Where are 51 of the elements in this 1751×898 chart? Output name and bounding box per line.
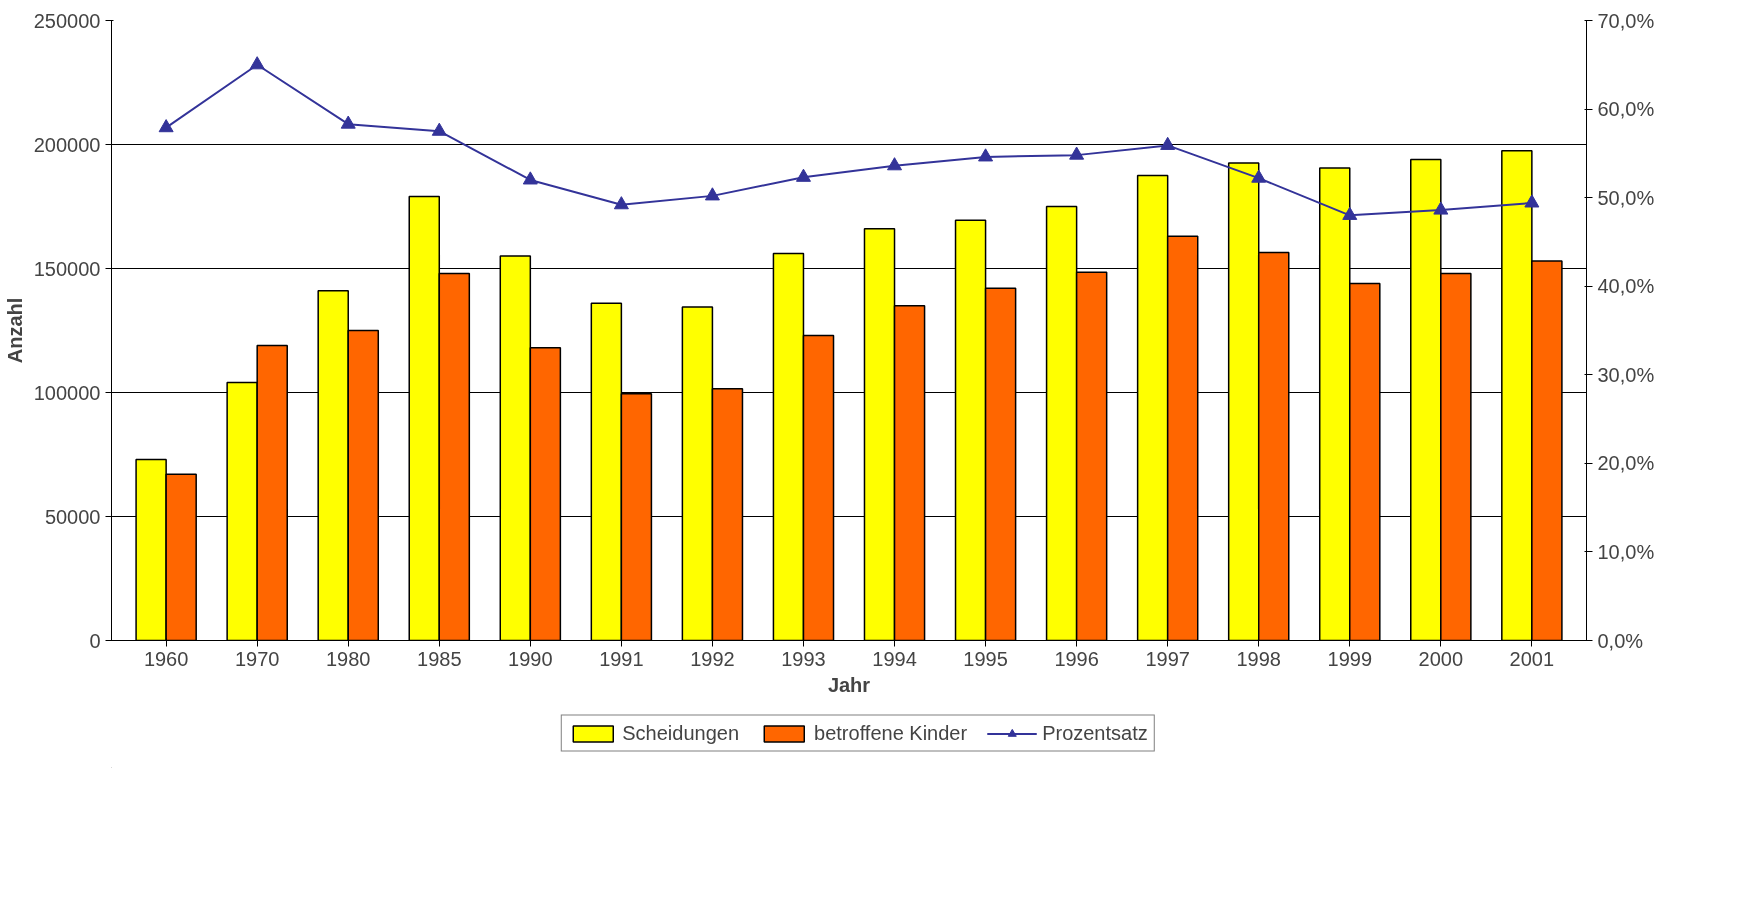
y-tick-label: 150000 bbox=[33, 257, 101, 280]
x-tick-label: 1992 bbox=[690, 647, 735, 670]
x-tick-label: 1993 bbox=[781, 647, 826, 670]
x-tick-label: 1960 bbox=[143, 647, 189, 670]
x-tick-label: 1995 bbox=[963, 647, 1008, 670]
point bbox=[158, 119, 174, 133]
x-tick-label: 2000 bbox=[1418, 647, 1464, 670]
y-tick-label: 0 bbox=[89, 629, 101, 652]
point bbox=[522, 171, 538, 185]
point bbox=[249, 56, 265, 70]
x-tick-label: 1998 bbox=[1236, 647, 1281, 670]
y-tick-label: 50000 bbox=[44, 505, 101, 528]
point bbox=[340, 115, 356, 129]
x-tick-label: 1985 bbox=[417, 647, 462, 670]
y2-tick-label: 70,0% bbox=[1597, 9, 1655, 32]
point bbox=[1342, 206, 1358, 220]
x-tick-label: 1999 bbox=[1327, 647, 1373, 670]
x-tick-label: 1997 bbox=[1145, 647, 1190, 670]
point bbox=[1251, 169, 1267, 183]
point bbox=[431, 122, 447, 136]
y2-tick-label: 20,0% bbox=[1597, 452, 1655, 475]
x-tick-label: 1996 bbox=[1054, 647, 1099, 670]
point bbox=[1524, 194, 1540, 208]
legend-label: Prozentsatz bbox=[1042, 721, 1148, 745]
point bbox=[978, 148, 994, 162]
x-tick-label: 1991 bbox=[599, 647, 644, 670]
point bbox=[887, 157, 903, 171]
y2-tick-label: 40,0% bbox=[1597, 275, 1655, 298]
x-axis-title: Jahr bbox=[827, 673, 871, 696]
point bbox=[1069, 146, 1085, 160]
y2-tick-label: 60,0% bbox=[1597, 98, 1655, 121]
x-tick-label: 2001 bbox=[1509, 647, 1555, 670]
y-axis-title: Anzahl bbox=[3, 297, 26, 364]
point bbox=[1433, 201, 1449, 215]
x-tick-label: 1970 bbox=[234, 647, 280, 670]
y2-tick-label: 10,0% bbox=[1597, 540, 1655, 563]
y2-tick-label: 50,0% bbox=[1597, 186, 1655, 209]
point bbox=[704, 187, 720, 201]
y-tick-label: 100000 bbox=[33, 381, 101, 404]
point bbox=[1160, 136, 1176, 150]
point bbox=[613, 196, 629, 210]
y-tick-label: 200000 bbox=[33, 133, 101, 156]
y-tick-label: 250000 bbox=[33, 9, 101, 32]
y2-tick-label: 30,0% bbox=[1597, 363, 1655, 386]
y2-tick-label: 0,0% bbox=[1597, 629, 1644, 652]
point bbox=[795, 168, 811, 182]
x-tick-label: 1994 bbox=[872, 647, 917, 670]
x-tick-label: 1980 bbox=[325, 647, 371, 670]
legend-label: Scheidungen bbox=[622, 721, 740, 745]
x-tick-label: 1990 bbox=[508, 647, 553, 670]
legend-label: betroffene Kinder bbox=[814, 721, 968, 745]
